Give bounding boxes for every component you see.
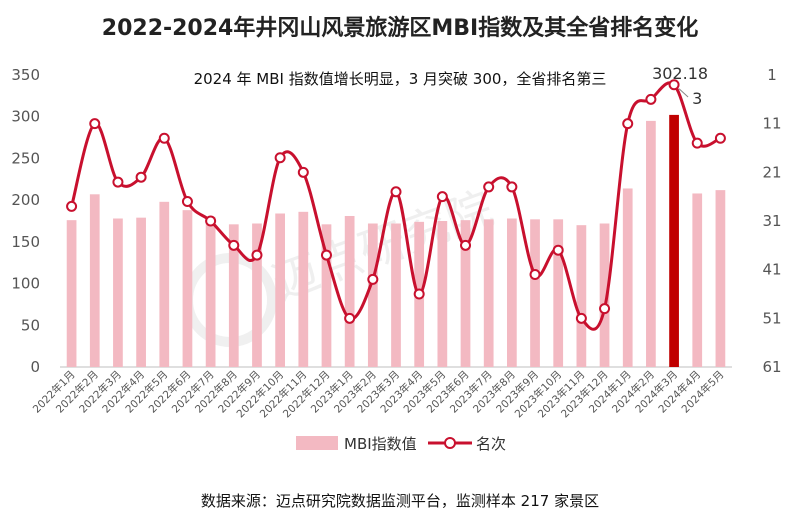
y-right-tick-label: 11 — [762, 115, 781, 133]
highlight-value-label: 302.18 — [652, 64, 708, 83]
y-left-tick-label: 300 — [11, 108, 40, 126]
y-left-tick-label: 350 — [11, 66, 40, 84]
mbi-bar — [437, 221, 448, 367]
y-right-tick-label: 31 — [762, 212, 781, 230]
mbi-bar — [66, 220, 77, 367]
rank-marker — [158, 132, 170, 144]
chart-title: 2022-2024年井冈山风景旅游区MBI指数及其全省排名变化 — [101, 16, 699, 41]
rank-marker — [575, 312, 587, 324]
highlight-leader-line — [678, 88, 689, 98]
mbi-bar — [205, 216, 216, 367]
mbi-bar — [646, 120, 656, 367]
highlight-rank-label: 3 — [692, 89, 702, 108]
mbi-bar — [228, 224, 239, 367]
legend-swatch-mbi — [296, 436, 338, 450]
rank-marker — [181, 196, 193, 208]
y-left-tick-label: 150 — [11, 233, 40, 251]
rank-marker — [645, 93, 657, 105]
y-left-tick-label: 200 — [11, 191, 40, 209]
y-right-tick-label: 51 — [762, 309, 781, 327]
rank-marker — [135, 171, 147, 183]
rank-marker — [460, 239, 472, 251]
rank-marker — [436, 191, 448, 203]
y-right-tick-label: 41 — [762, 261, 781, 279]
chart-subtitle: 2024 年 MBI 指数值增长明显，3 月突破 300，全省排名第三 — [193, 70, 607, 88]
legend-label-mbi: MBI指数值 — [344, 435, 417, 453]
rank-marker — [367, 273, 379, 285]
mbi-bar — [553, 219, 564, 367]
rank-marker — [691, 137, 703, 149]
y-left-tick-label: 0 — [30, 358, 40, 376]
rank-marker — [112, 176, 124, 188]
mbi-bar — [113, 218, 123, 367]
mbi-bar — [530, 219, 540, 367]
rank-marker — [320, 249, 332, 261]
rank-marker — [274, 152, 286, 164]
mbi-bar — [622, 188, 633, 367]
rank-marker — [251, 249, 263, 261]
mbi-bar — [576, 225, 587, 367]
rank-marker — [89, 118, 101, 130]
rank-marker — [344, 312, 356, 324]
rank-marker — [228, 239, 240, 251]
rank-marker — [390, 186, 402, 198]
mbi-bar — [669, 114, 679, 368]
y-left-tick-label: 50 — [21, 316, 40, 334]
mbi-bar — [367, 223, 378, 367]
rank-marker — [622, 118, 634, 130]
mbi-bar — [252, 223, 262, 367]
rank-marker — [529, 269, 541, 281]
rank-marker — [297, 166, 309, 178]
rank-marker — [668, 79, 680, 91]
legend-label-rank: 名次 — [476, 435, 506, 453]
legend-marker-rank — [444, 437, 456, 449]
rank-line — [70, 81, 722, 331]
mbi-bar — [391, 223, 401, 367]
mbi-bar — [89, 194, 100, 367]
rank-marker — [205, 215, 217, 227]
y-right-tick-label: 61 — [762, 358, 781, 376]
y-right-tick-label: 21 — [762, 163, 781, 181]
data-source-note: 数据来源：迈点研究院数据监测平台，监测样本 217 家景区 — [200, 492, 600, 510]
mbi-bar — [136, 217, 146, 367]
mbi-bar — [483, 219, 494, 367]
rank-marker — [506, 181, 518, 193]
rank-marker — [66, 200, 78, 212]
y-left-tick-label: 250 — [11, 149, 40, 167]
rank-marker — [483, 181, 495, 193]
y-right-tick-label: 1 — [767, 66, 777, 84]
rank-marker — [714, 132, 726, 144]
mbi-bar — [460, 220, 471, 367]
rank-marker — [413, 288, 425, 300]
mbi-bar — [182, 210, 193, 367]
mbi-bar — [159, 201, 170, 367]
mbi-bar — [599, 223, 610, 367]
mbi-bar — [506, 218, 517, 367]
mbi-bar — [321, 224, 332, 367]
y-left-tick-label: 100 — [11, 275, 40, 293]
mbi-bar — [715, 190, 726, 367]
mbi-bar — [692, 193, 703, 367]
mbi-bar — [275, 213, 286, 367]
rank-marker — [552, 244, 564, 256]
rank-marker — [599, 303, 611, 315]
mbi-bar — [298, 211, 309, 367]
mbi-bar — [344, 215, 355, 367]
